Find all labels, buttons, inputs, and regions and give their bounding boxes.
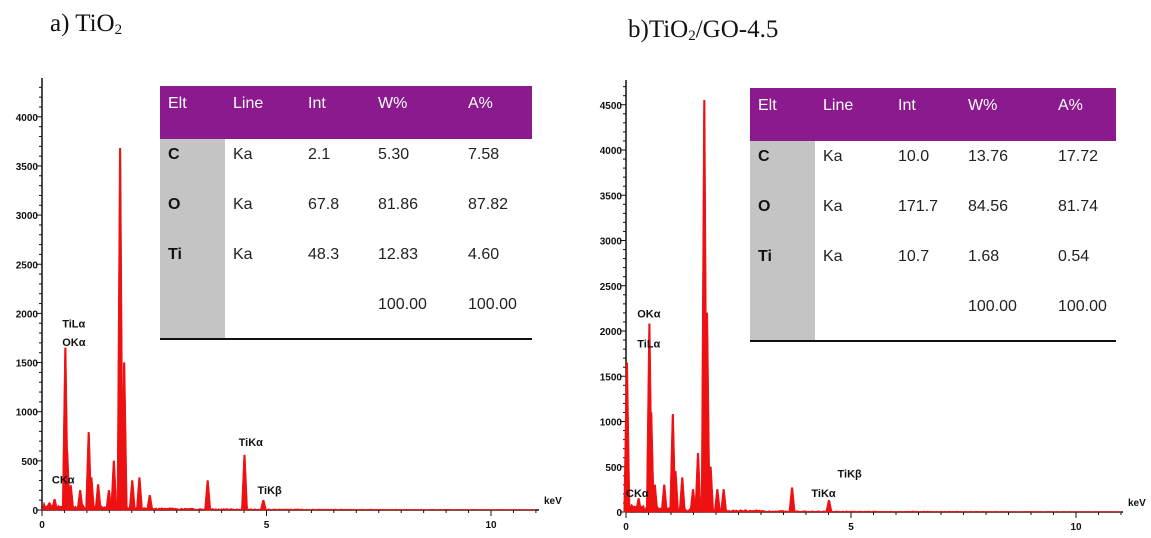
chart-a-table-cell: Ka [233,146,253,163]
chart-a-peak [94,484,102,511]
chart-a-table-cell: 48.3 [308,246,339,263]
panel-b-title-tail: /GO-4.5 [695,16,779,43]
chart-a-y-tick-label: 1000 [16,408,39,419]
chart-a-table-cell: 81.86 [378,196,418,213]
chart-a-table-cell: C [168,146,180,163]
chart-a-peak [67,485,75,511]
chart-a-peak [120,362,128,511]
chart-a-table-cell: 4.60 [468,246,499,263]
chart-a-peak [87,477,95,511]
chart-a-table-cell: 100.00 [468,296,517,313]
panel-b-title-subscript: 2 [688,28,696,44]
chart-a-y-tick-label: 3000 [16,211,39,222]
chart-a-peak-label: TiKβ [258,485,283,497]
chart-a-peak-label: CKα [52,474,75,486]
chart-a-table-cell: Ka [233,196,253,213]
chart-a-table-element-column [160,139,225,339]
chart-a-table-column-header: Elt [168,95,187,112]
chart-a-peak [128,480,136,511]
chart-a-table-cell: 87.82 [468,196,508,213]
panel-a-title-text: a) TiO [50,10,115,37]
chart-a-peak [259,499,267,511]
chart-a-table-cell: 12.83 [378,246,418,263]
chart-a-y-tick-label: 3500 [16,162,39,173]
chart-a-table-column-header: Line [233,95,263,112]
chart-a-table-column-header: A% [468,95,493,112]
chart-a-peak [105,490,113,511]
chart-a-y-tick-label: 2000 [16,309,39,320]
chart-a-table-cell: O [168,196,180,213]
panel-b-title: b)TiO2/GO-4.5 [628,16,778,45]
chart-a-peak-label: TiLα [62,319,85,331]
chart-a-table-column-header: Int [308,95,326,112]
chart-a-x-tick-label: 0 [39,520,45,531]
chart-a-peak [76,490,84,511]
chart-a-peak [204,480,212,511]
chart-a-peak-label: OKα [62,337,86,349]
chart-a-table-cell: 67.8 [308,196,339,213]
chart-a-peak [51,498,59,511]
chart-a-table-cell: Ti [168,246,182,263]
chart-a-y-tick-label: 0 [32,506,38,517]
panel-a-title: a) TiO2 [50,10,122,39]
chart-a-y-tick-label: 1500 [16,359,39,370]
panel-a-title-subscript: 2 [114,22,123,38]
chart-a-x-tick-label: 5 [264,520,270,531]
chart-a-y-tick-label: 4000 [16,113,39,124]
chart-a-table-cell: Ka [233,246,253,263]
chart-a-table-column-header: W% [378,95,407,112]
chart-a-peak [110,460,118,511]
chart-a-table-cell: 100.00 [378,296,427,313]
chart-a-x-tick-label: 10 [485,520,497,531]
chart-a-table-header [160,86,532,139]
chart-a-y-tick-label: 500 [21,457,38,468]
chart-a-y-tick-label: 2500 [16,260,39,271]
chart-a-table-cell: 7.58 [468,146,499,163]
chart-a-x-unit-label: keV [544,496,562,507]
chart-a-table-cell: 5.30 [378,146,409,163]
chart-a-peak [135,477,143,511]
chart-a-peak-label: TiKα [239,437,264,449]
chart-a-peak [146,495,154,511]
chart-a-table-cell: 2.1 [308,146,330,163]
panel-b-title-text: b)TiO [628,16,689,43]
chart-a-peak [241,454,248,511]
